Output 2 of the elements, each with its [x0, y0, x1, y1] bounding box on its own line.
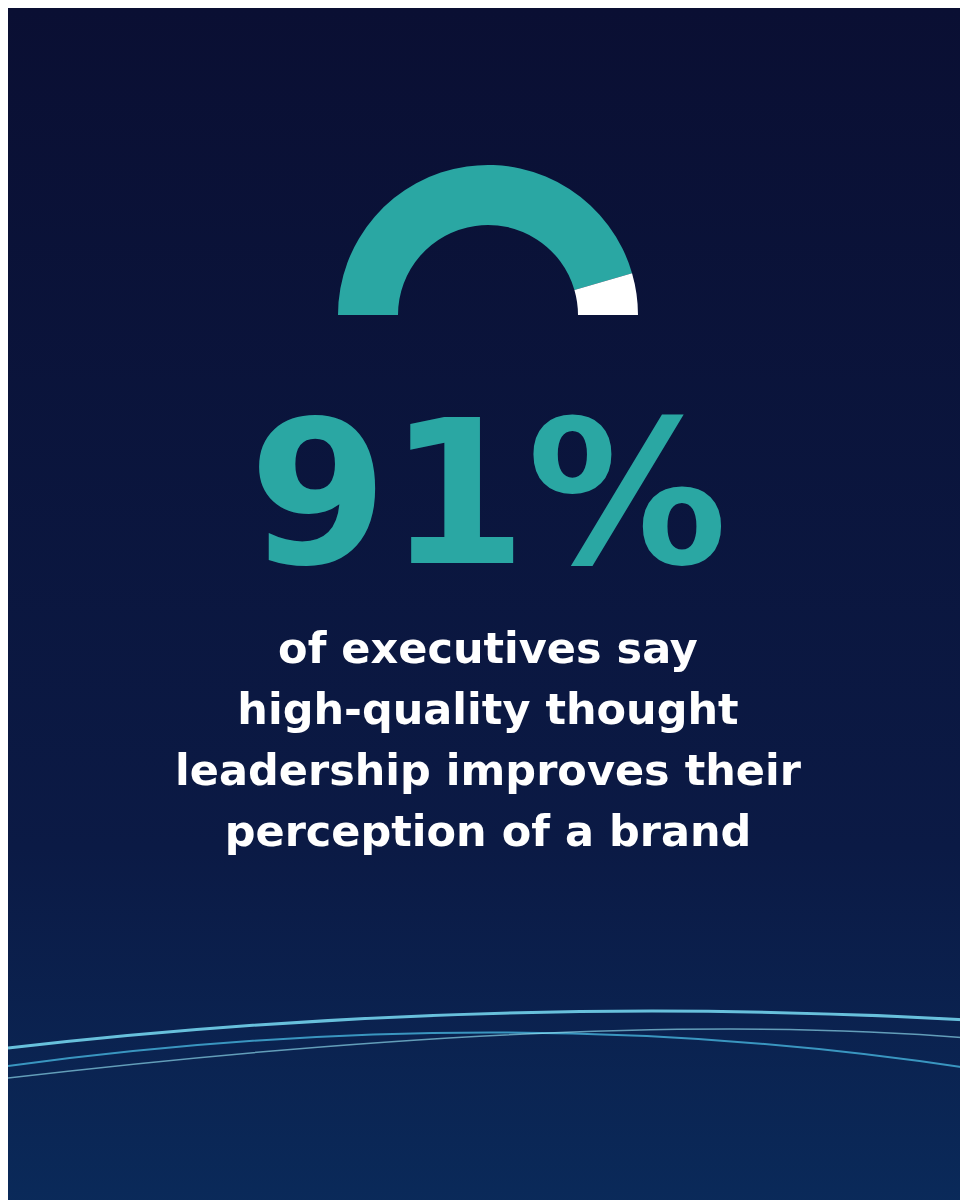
text: of executives say high-quality thought leadership improves their perception of a brand — [175, 623, 802, 856]
text: 91% — [248, 377, 728, 610]
